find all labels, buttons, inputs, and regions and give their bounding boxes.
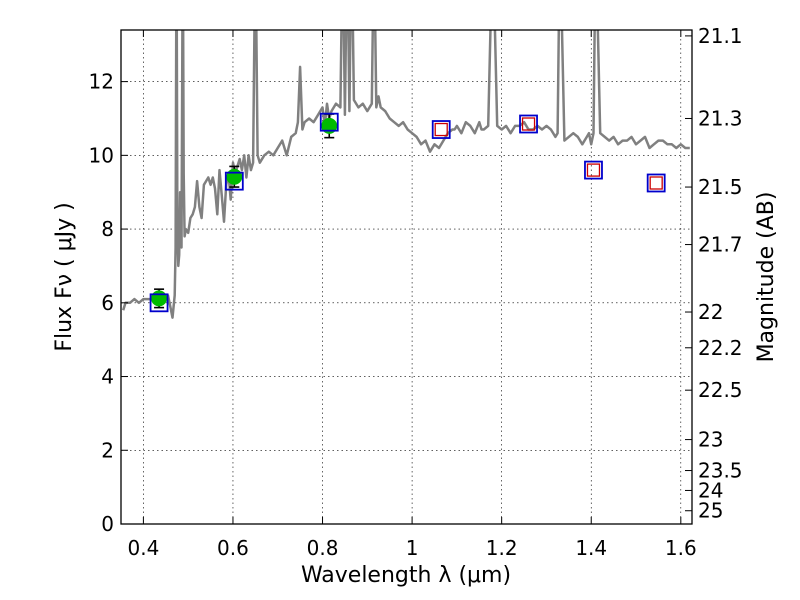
grid-lines bbox=[121, 30, 692, 525]
y-tick-label: 2 bbox=[101, 438, 114, 462]
observed-flux-point bbox=[226, 168, 243, 185]
magnitude-tick-label: 24 bbox=[698, 478, 723, 502]
x-tick-label: 1.4 bbox=[575, 536, 607, 560]
photometry-markers bbox=[149, 112, 666, 313]
y-tick-label: 10 bbox=[89, 143, 114, 167]
model-flux-square bbox=[584, 160, 603, 180]
magnitude-tick-label: 23 bbox=[698, 428, 723, 452]
magnitude-tick-label: 22 bbox=[698, 300, 723, 324]
magnitude-tick-label: 21.7 bbox=[698, 233, 743, 257]
magnitude-tick-label: 21.5 bbox=[698, 175, 743, 199]
x-tick-label: 0.6 bbox=[217, 536, 249, 560]
right-axis-label: Magnitude (AB) bbox=[754, 192, 779, 363]
x-tick-label: 0.8 bbox=[307, 536, 339, 560]
y-tick-label: 0 bbox=[101, 512, 114, 536]
magnitude-tick-label: 25 bbox=[698, 499, 723, 523]
model-flux-square bbox=[431, 120, 451, 139]
magnitude-tick-label: 22.5 bbox=[698, 378, 743, 402]
y-tick-label: 8 bbox=[101, 217, 114, 241]
model-flux-square bbox=[646, 173, 666, 193]
axis-ticks: 0.4 0.6 0.8 1 1.2 1.4 1.602468101221.121.321.5… bbox=[89, 24, 743, 560]
observed-flux-point bbox=[321, 117, 338, 134]
y-axis-label: Flux Fν ( μJy ) bbox=[52, 202, 77, 351]
predicted-flux-square bbox=[586, 163, 601, 177]
model-flux-square bbox=[319, 112, 339, 132]
x-tick-label: 0.4 bbox=[127, 536, 159, 560]
x-axis-label: Wavelength λ (μm) bbox=[301, 563, 511, 588]
x-tick-label: 1 bbox=[406, 536, 419, 560]
magnitude-tick-label: 21.1 bbox=[698, 24, 743, 48]
model-flux-square bbox=[149, 293, 169, 313]
magnitude-tick-label: 22.2 bbox=[698, 336, 743, 360]
predicted-flux-square bbox=[521, 117, 536, 131]
x-tick-label: 1.6 bbox=[665, 536, 697, 560]
observed-flux-point bbox=[151, 290, 168, 307]
x-tick-label: 1.2 bbox=[486, 536, 518, 560]
plot-frame bbox=[120, 29, 693, 525]
predicted-flux-square bbox=[434, 122, 448, 137]
y-tick-label: 4 bbox=[101, 365, 114, 389]
predicted-flux-square bbox=[649, 176, 663, 190]
model-spectrum-line bbox=[122, 30, 690, 319]
y-tick-label: 6 bbox=[101, 291, 114, 315]
model-flux-square bbox=[224, 171, 244, 191]
magnitude-tick-label: 23.5 bbox=[698, 459, 743, 483]
model-flux-square bbox=[519, 114, 538, 134]
magnitude-tick-label: 21.3 bbox=[698, 106, 743, 130]
y-tick-label: 12 bbox=[89, 70, 114, 94]
